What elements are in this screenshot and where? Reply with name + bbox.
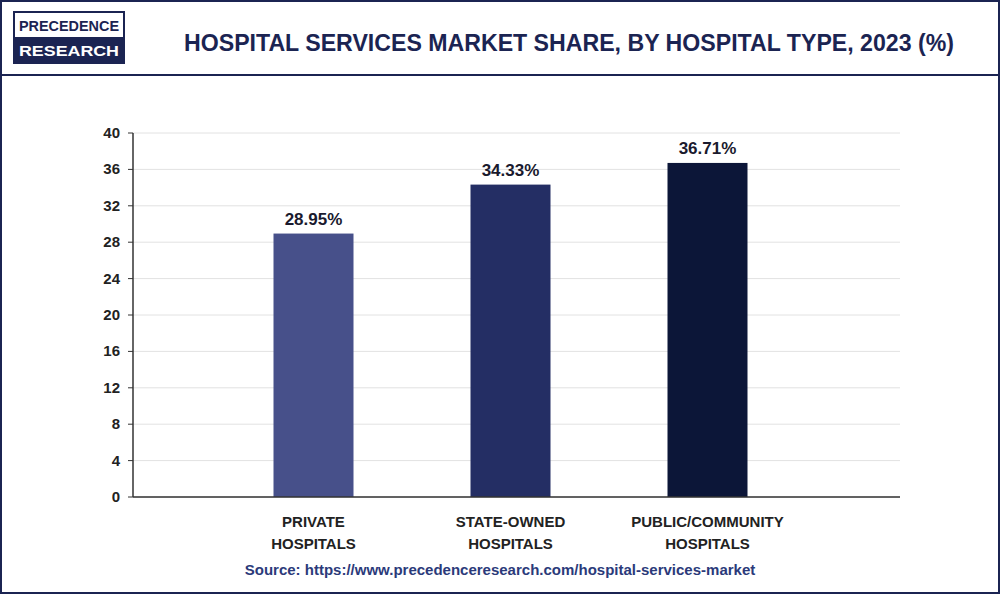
grid-line [133, 497, 900, 498]
title: HOSPITAL SERVICES MARKET SHARE, BY HOSPI… [184, 29, 954, 56]
tick-label: 36 [103, 160, 120, 177]
tick-label: 28 [103, 233, 120, 250]
frame [1, 1, 999, 593]
tick-label: 24 [103, 270, 120, 287]
source: Source: https://www.precedenceresearch.c… [245, 561, 755, 578]
data-label: 28.95% [285, 210, 343, 229]
tick-label: 4 [112, 452, 121, 469]
tick-label: 0 [112, 488, 120, 505]
category-line: HOSPITALS [271, 535, 356, 552]
chart-root: PRECEDENCE RESEARCH HOSPITAL SERVICES MARK… [0, 0, 1000, 594]
chart: PRECEDENCE RESEARCH HOSPITAL SERVICES MARK… [0, 0, 1000, 594]
category-line: STATE-OWNED [456, 513, 566, 530]
tick-label: 32 [103, 197, 120, 214]
bar [274, 234, 354, 497]
y-axis [132, 133, 134, 497]
category-line: HOSPITALS [468, 535, 553, 552]
x-axis [133, 496, 900, 498]
data-label: 36.71% [679, 139, 737, 158]
category-line: HOSPITALS [665, 535, 750, 552]
category-label: PUBLIC/COMMUNITY HOSPITALS [631, 513, 784, 552]
grid-line [133, 133, 900, 134]
logo-box [14, 38, 124, 63]
logo-text: PRECEDENCE [19, 17, 119, 34]
bar [471, 185, 551, 497]
category-label: PRIVATE HOSPITALS [271, 513, 356, 552]
category-label: STATE-OWNED HOSPITALS [456, 513, 566, 552]
bars [274, 163, 748, 497]
grid [128, 133, 900, 497]
logo-text: RESEARCH [19, 42, 119, 59]
tick-label: 16 [103, 342, 120, 359]
tick-label: 40 [103, 124, 120, 141]
logo-box [14, 12, 124, 38]
tick-label: 20 [103, 306, 120, 323]
tick-label: 8 [112, 415, 120, 432]
bar [668, 163, 748, 497]
data-label: 34.33% [482, 161, 540, 180]
category-line: PUBLIC/COMMUNITY [631, 513, 784, 530]
category-line: PRIVATE [282, 513, 345, 530]
tick-label: 12 [103, 379, 120, 396]
header-divider [1, 74, 999, 76]
